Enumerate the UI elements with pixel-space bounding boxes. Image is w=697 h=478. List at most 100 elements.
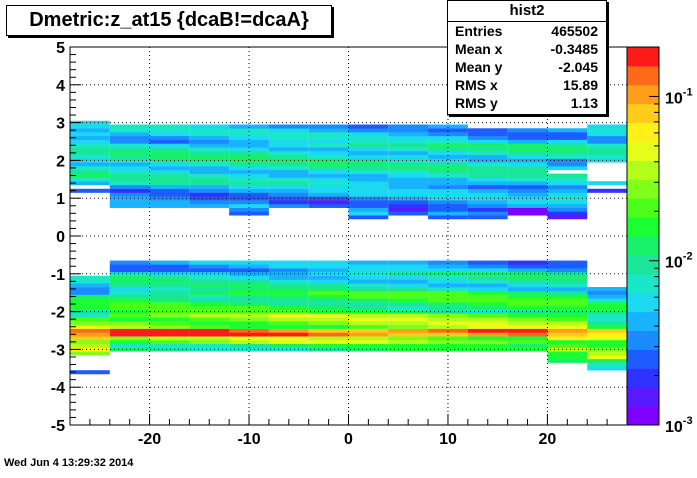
heatmap-cell — [428, 302, 468, 307]
heatmap-cell — [507, 196, 548, 201]
heatmap-cell — [467, 290, 508, 295]
heatmap-cell — [428, 132, 468, 137]
heatmap-cell — [308, 203, 349, 208]
heatmap-cell — [388, 139, 429, 144]
heatmap-cell — [467, 313, 508, 318]
heatmap-cell — [229, 124, 269, 129]
heatmap-cell — [587, 294, 627, 299]
heatmap-cell — [547, 302, 588, 307]
heatmap-cell — [189, 305, 230, 311]
heatmap-cell — [149, 279, 190, 284]
heatmap-cell — [507, 309, 548, 314]
heatmap-cell — [388, 173, 429, 178]
heatmap-cell — [547, 173, 588, 178]
heatmap-cell — [268, 128, 309, 133]
heatmap-cell — [507, 287, 548, 292]
heatmap-cell — [109, 343, 150, 348]
heatmap-cell — [308, 128, 349, 133]
heatmap-cell — [268, 328, 309, 333]
heatmap-cell — [428, 339, 468, 345]
stats-value: 15.89 — [562, 77, 598, 93]
heatmap-cell — [70, 283, 110, 288]
heatmap-cell — [388, 343, 429, 348]
heatmap-cell — [229, 196, 269, 201]
heatmap-cell — [388, 313, 429, 318]
stats-row-rms-y: RMS y 1.13 — [448, 94, 606, 112]
heatmap-cell — [547, 343, 588, 348]
heatmap-cell — [149, 336, 190, 341]
heatmap-cell — [348, 177, 389, 182]
heatmap-cell — [507, 279, 548, 284]
heatmap-cell — [189, 184, 230, 190]
heatmap-cell — [587, 321, 627, 326]
heatmap-cell — [149, 150, 190, 156]
heatmap-cell — [587, 366, 627, 371]
heatmap-cell — [229, 290, 269, 295]
heatmap-cell — [348, 143, 389, 148]
heatmap-cell — [388, 128, 429, 133]
heatmap-cell — [547, 332, 588, 337]
heatmap-cell — [109, 336, 150, 341]
heatmap-cell — [189, 302, 230, 307]
heatmap-cell — [308, 305, 349, 311]
heatmap-cell — [70, 339, 110, 345]
heatmap-cell — [229, 343, 269, 348]
heatmap-cell — [229, 143, 269, 148]
heatmap-cell — [109, 298, 150, 303]
heatmap-cell — [428, 287, 468, 292]
heatmap-cell — [70, 324, 110, 329]
heatmap-cell — [149, 260, 190, 265]
heatmap-cell — [428, 328, 468, 333]
heatmap-cell — [229, 188, 269, 193]
heatmap-cell — [109, 166, 150, 171]
heatmap-cell — [109, 309, 150, 314]
heatmap-cell — [507, 264, 548, 269]
heatmap-cell — [149, 275, 190, 280]
heatmap-cell — [109, 302, 150, 307]
heatmap-cell — [109, 184, 150, 190]
heatmap-cell — [547, 196, 588, 201]
heatmap-cell — [268, 343, 309, 348]
heatmap-cell — [149, 268, 190, 273]
heatmap-cell — [308, 162, 349, 167]
heatmap-cell — [388, 305, 429, 311]
heatmap-cell — [507, 139, 548, 144]
heatmap-cell — [189, 192, 230, 197]
heatmap-cell — [467, 128, 508, 133]
heatmap-cell — [547, 317, 588, 322]
heatmap-cell — [268, 321, 309, 326]
heatmap-cell — [109, 128, 150, 133]
heatmap-cell — [388, 275, 429, 280]
colorbar-segment — [627, 292, 659, 313]
heatmap-cell — [109, 200, 150, 205]
x-tick-label: 20 — [539, 431, 557, 448]
heatmap-cell — [587, 188, 627, 193]
stats-value: 465502 — [551, 23, 598, 39]
heatmap-cell — [388, 177, 429, 182]
heatmap-cell — [70, 321, 110, 326]
heatmap-cell — [547, 294, 588, 299]
heatmap-cell — [308, 147, 349, 152]
heatmap-cell — [348, 347, 389, 352]
heatmap-cell — [189, 264, 230, 269]
heatmap-cell — [70, 343, 110, 348]
heatmap-cell — [308, 169, 349, 174]
heatmap-cell — [428, 298, 468, 303]
chart-title: Dmetric:z_at15 {dcaB!=dcaA} — [29, 9, 309, 31]
heatmap-cell — [587, 158, 627, 163]
heatmap-cell — [388, 309, 429, 314]
heatmap-cell — [467, 211, 508, 216]
heatmap-cell — [507, 147, 548, 152]
heatmap-cell — [149, 264, 190, 269]
heatmap-cell — [229, 347, 269, 352]
heatmap-cell — [507, 283, 548, 288]
heatmap-cell — [348, 200, 389, 205]
heatmap-cell — [348, 264, 389, 269]
heatmap-cell — [388, 207, 429, 212]
heatmap-cell — [70, 120, 110, 125]
heatmap-cell — [229, 135, 269, 140]
heatmap-cell — [189, 158, 230, 163]
heatmap-cell — [547, 321, 588, 326]
heatmap-cell — [467, 135, 508, 140]
heatmap-cell — [547, 271, 588, 276]
